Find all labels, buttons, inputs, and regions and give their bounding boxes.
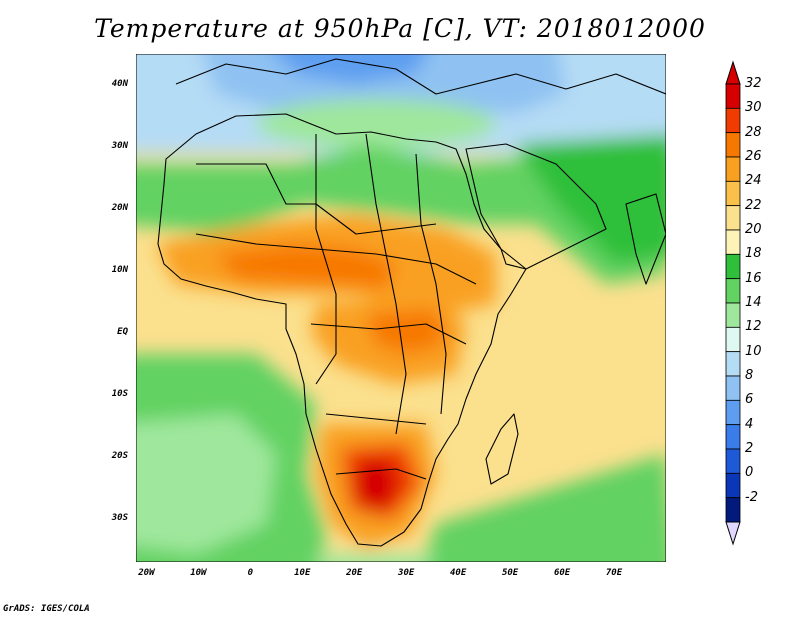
lat-tick-label: EQ	[117, 326, 128, 337]
colorbar-swatch	[725, 107, 741, 134]
colorbar-swatch	[725, 132, 741, 158]
lon-tick-label: 0	[247, 568, 254, 578]
lon-tick-label: 70E	[605, 568, 623, 578]
field-sahel-red	[216, 244, 396, 289]
colorbar-top-arrow	[725, 60, 741, 85]
colorbar-tick-label: 30	[745, 100, 762, 116]
temperature-map	[136, 54, 666, 562]
colorbar-tick-label: 24	[745, 173, 762, 189]
border-6	[310, 323, 467, 345]
lat-tick-label: 20S	[111, 450, 128, 461]
colorbar-tick-label: 14	[745, 295, 762, 310]
lat-tick-label: 30N	[111, 140, 128, 151]
colorbar-swatch	[725, 497, 741, 523]
colorbar-tick-label: 0	[745, 465, 754, 481]
colorbar-tick-label: 16	[745, 270, 762, 286]
border-2	[315, 134, 337, 385]
colorbar-swatch	[725, 180, 741, 207]
colorbar-tick-label: 4	[745, 416, 754, 432]
colorbar-tick-label: 18	[745, 246, 762, 262]
field-north-dark-blue	[276, 54, 426, 84]
colorbar-swatch	[725, 253, 741, 280]
colorbar-swatch	[725, 278, 741, 304]
border-7	[325, 413, 427, 425]
colorbar-swatch	[725, 205, 741, 231]
border-5	[195, 233, 477, 285]
colorbar-tick-label: 28	[745, 124, 762, 140]
colorbar-tick-label: 10	[745, 343, 762, 359]
field-kalahari	[354, 456, 398, 512]
credit-text: GrADS: IGES/COLA	[3, 604, 90, 614]
field-central-red	[366, 309, 446, 354]
lon-tick-label: 10W	[190, 568, 207, 578]
lat-tick-label: 10S	[111, 388, 128, 399]
colorbar	[725, 60, 741, 546]
colorbar-swatch	[725, 326, 741, 353]
lon-tick-label: 10E	[294, 568, 311, 578]
lat-tick-label: 10N	[111, 264, 128, 275]
colorbar-tick-label: 2	[745, 441, 754, 456]
colorbar-swatch	[725, 83, 741, 109]
africa-coastline	[157, 113, 527, 547]
lon-tick-label: 50E	[501, 568, 519, 578]
madagascar-coastline	[485, 413, 519, 485]
europe-coastline	[175, 58, 666, 95]
colorbar-tick-label: 6	[745, 392, 754, 408]
arabia-coastline	[465, 143, 607, 270]
colorbar-swatch	[725, 375, 741, 401]
india-coastline	[625, 193, 666, 285]
colorbar-tick-label: 8	[745, 368, 754, 383]
colorbar-swatch	[725, 448, 741, 474]
colorbar-tick-label: 22	[745, 197, 762, 213]
colorbar-swatch	[725, 229, 741, 255]
field-south-atlantic-light	[136, 414, 276, 554]
lat-tick-label: 20N	[111, 202, 128, 213]
lat-tick-label: 40N	[111, 78, 128, 89]
colorbar-tick-label: 20	[745, 222, 762, 237]
lon-tick-label: 20W	[138, 568, 155, 578]
border-4	[415, 153, 447, 415]
lon-tick-label: 60E	[553, 568, 571, 578]
border-3	[365, 133, 407, 435]
field-mediterranean	[256, 99, 496, 149]
colorbar-swatch	[725, 351, 741, 377]
coastlines	[157, 58, 666, 547]
lon-tick-label: 30E	[398, 568, 415, 578]
colorbar-tick-label: 32	[745, 76, 762, 91]
colorbar-swatch	[725, 424, 741, 450]
field-south-tip-light	[316, 554, 436, 562]
colorbar-swatch	[725, 302, 741, 328]
border-8	[335, 468, 427, 480]
chart-title: Temperature at 950hPa [C], VT: 201801200…	[94, 14, 706, 43]
field-north-green	[136, 144, 666, 284]
lat-tick-label: 30S	[111, 512, 128, 523]
colorbar-tick-label: -2	[745, 489, 758, 505]
colorbar-swatch	[725, 156, 741, 182]
colorbar-swatch	[725, 399, 741, 426]
colorbar-bottom-arrow	[725, 521, 741, 546]
colorbar-tick-label: 26	[745, 149, 762, 164]
field-south-indian-green	[423, 454, 666, 562]
lon-tick-label: 40E	[450, 568, 467, 578]
colorbar-tick-label: 12	[745, 319, 762, 335]
colorbar-swatch	[725, 472, 741, 499]
lon-tick-label: 20E	[346, 568, 363, 578]
